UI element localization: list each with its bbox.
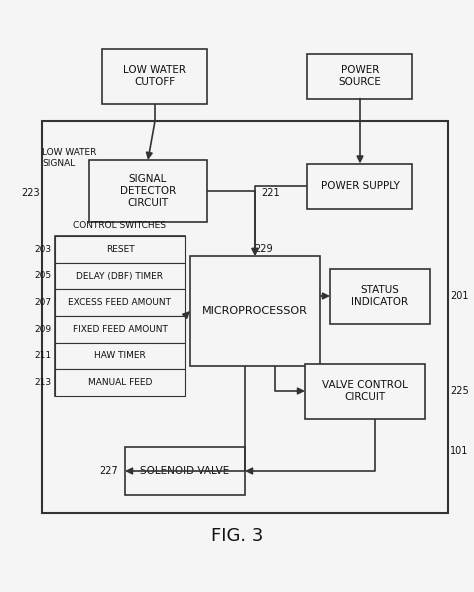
Text: STATUS
INDICATOR: STATUS INDICATOR — [351, 285, 409, 307]
Text: 223: 223 — [21, 188, 40, 198]
Bar — [55, 289, 185, 316]
Text: MICROPROCESSOR: MICROPROCESSOR — [202, 306, 308, 316]
Bar — [190, 256, 320, 366]
Text: 211: 211 — [34, 352, 51, 361]
Bar — [55, 316, 185, 343]
Bar — [55, 236, 185, 396]
Text: RESET: RESET — [106, 245, 134, 254]
Bar — [330, 269, 430, 323]
Text: 229: 229 — [254, 244, 273, 254]
Bar — [125, 447, 245, 495]
Bar — [55, 369, 185, 396]
Text: CONTROL SWITCHES: CONTROL SWITCHES — [73, 221, 166, 230]
Text: HAW TIMER: HAW TIMER — [94, 352, 146, 361]
Text: SOLENOID VALVE: SOLENOID VALVE — [140, 466, 229, 476]
Bar — [305, 363, 425, 419]
Text: 205: 205 — [34, 272, 51, 281]
Text: 201: 201 — [450, 291, 468, 301]
Bar — [55, 236, 185, 263]
Text: 209: 209 — [34, 325, 51, 334]
Text: 227: 227 — [99, 466, 118, 476]
Bar — [102, 49, 208, 104]
Text: EXCESS FEED AMOUNT: EXCESS FEED AMOUNT — [69, 298, 172, 307]
Text: LOW WATER
SIGNAL: LOW WATER SIGNAL — [42, 149, 96, 168]
Bar — [89, 160, 207, 222]
Text: DELAY (DBF) TIMER: DELAY (DBF) TIMER — [76, 272, 164, 281]
Text: FIG. 3: FIG. 3 — [211, 527, 263, 545]
Bar — [308, 163, 412, 208]
Text: 221: 221 — [261, 188, 280, 198]
Text: 207: 207 — [34, 298, 51, 307]
Text: MANUAL FEED: MANUAL FEED — [88, 378, 152, 387]
Text: LOW WATER
CUTOFF: LOW WATER CUTOFF — [124, 65, 186, 87]
Text: 203: 203 — [34, 245, 51, 254]
Text: 225: 225 — [450, 386, 469, 396]
Bar — [55, 343, 185, 369]
Text: VALVE CONTROL
CIRCUIT: VALVE CONTROL CIRCUIT — [322, 380, 408, 402]
Text: 213: 213 — [34, 378, 51, 387]
Bar — [55, 263, 185, 289]
Text: SIGNAL
DETECTOR
CIRCUIT: SIGNAL DETECTOR CIRCUIT — [120, 175, 176, 208]
Text: FIXED FEED AMOUNT: FIXED FEED AMOUNT — [73, 325, 167, 334]
Text: 101: 101 — [450, 446, 468, 456]
Text: POWER
SOURCE: POWER SOURCE — [338, 65, 382, 87]
Bar — [308, 53, 412, 98]
Text: POWER SUPPLY: POWER SUPPLY — [320, 181, 400, 191]
Bar — [42, 121, 448, 513]
